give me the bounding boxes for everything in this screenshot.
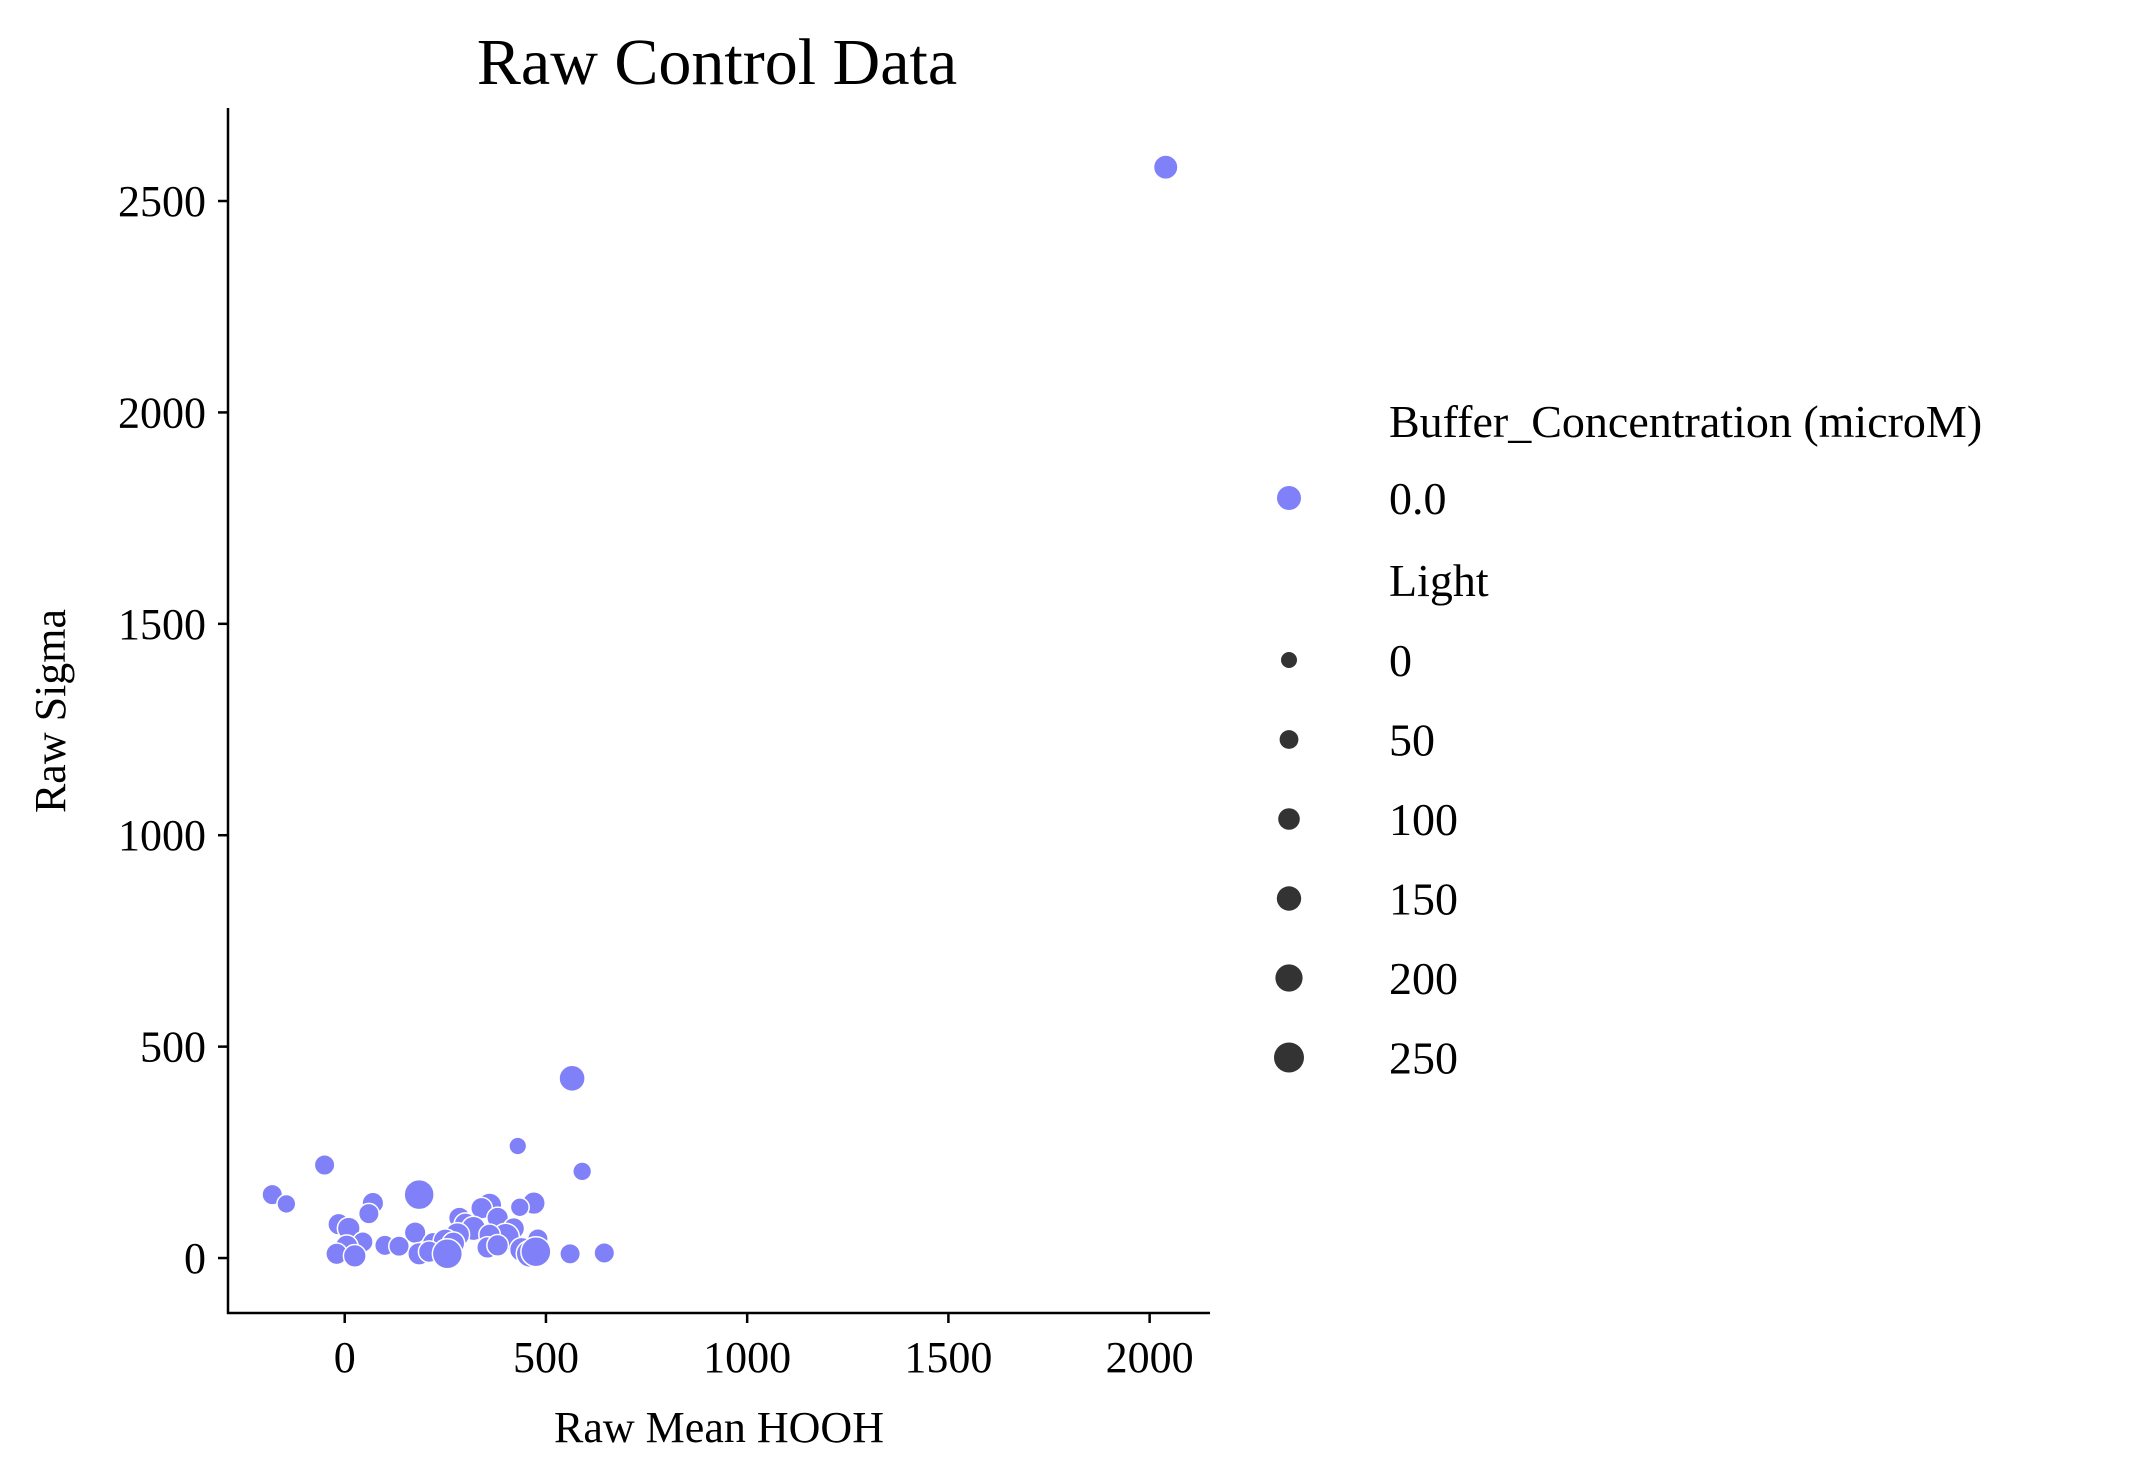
- y-tick-label: 1500: [118, 600, 206, 649]
- data-point: [1152, 154, 1179, 181]
- y-tick-label: 500: [140, 1023, 206, 1072]
- chart-title: Raw Control Data: [477, 26, 957, 99]
- data-point: [388, 1235, 411, 1258]
- legend-size-label: 100: [1389, 794, 1458, 845]
- data-point: [520, 1235, 552, 1268]
- data-point: [509, 1197, 530, 1218]
- legend-hue-label: 0.0: [1389, 473, 1447, 524]
- legend-size-label: 50: [1389, 715, 1435, 766]
- legend-hue-entries: 0.0: [1277, 473, 1447, 524]
- data-point: [559, 1242, 582, 1265]
- x-axis-ticks: 0 500 1000 1500 2000: [334, 1313, 1194, 1382]
- data-point: [276, 1193, 297, 1215]
- y-axis-ticks: 0 500 1000 1500 2000 2500: [118, 177, 228, 1283]
- x-tick-label: 1000: [703, 1333, 791, 1382]
- data-point: [357, 1202, 380, 1225]
- x-tick-label: 500: [513, 1333, 579, 1382]
- data-point: [431, 1238, 464, 1270]
- y-tick-label: 1000: [118, 811, 206, 860]
- data-point: [593, 1241, 616, 1264]
- legend-size-label: 150: [1389, 874, 1458, 925]
- x-tick-label: 1500: [904, 1333, 992, 1382]
- legend-hue-marker: [1277, 486, 1301, 510]
- legend-size-title: Light: [1389, 555, 1489, 606]
- y-axis-label: Raw Sigma: [26, 609, 75, 813]
- legend-hue-title: Buffer_Concentration (microM): [1389, 396, 1982, 447]
- legend-size-marker: [1279, 730, 1299, 749]
- y-tick-label: 2000: [118, 388, 206, 437]
- data-point: [508, 1136, 528, 1156]
- legend-size-label: 250: [1389, 1033, 1458, 1084]
- legend-size-entries: 0 50 100 150 200 250: [1274, 635, 1458, 1084]
- legend-size-label: 0: [1389, 635, 1412, 686]
- data-point: [558, 1064, 586, 1093]
- data-point: [342, 1243, 367, 1269]
- legend-size-marker: [1274, 1042, 1304, 1073]
- legend-size-marker: [1278, 808, 1300, 830]
- legend: Buffer_Concentration (microM) 0.0 Light …: [1274, 396, 1982, 1084]
- plot-area: 0 500 1000 1500 2000 0 500 1000 1500 2000 2500: [118, 108, 1210, 1382]
- x-tick-label: 2000: [1106, 1333, 1194, 1382]
- legend-size-label: 200: [1389, 953, 1458, 1004]
- data-point: [572, 1161, 593, 1182]
- data-point: [403, 1178, 435, 1211]
- x-axis-label: Raw Mean HOOH: [554, 1403, 884, 1452]
- legend-size-marker: [1276, 886, 1302, 911]
- x-tick-label: 0: [334, 1333, 356, 1382]
- y-tick-label: 0: [184, 1234, 206, 1283]
- y-tick-label: 2500: [118, 177, 206, 226]
- legend-size-marker: [1275, 964, 1303, 992]
- data-point: [313, 1154, 336, 1177]
- data-points: [261, 154, 1179, 1270]
- legend-size-marker: [1281, 652, 1297, 668]
- data-point: [486, 1233, 510, 1257]
